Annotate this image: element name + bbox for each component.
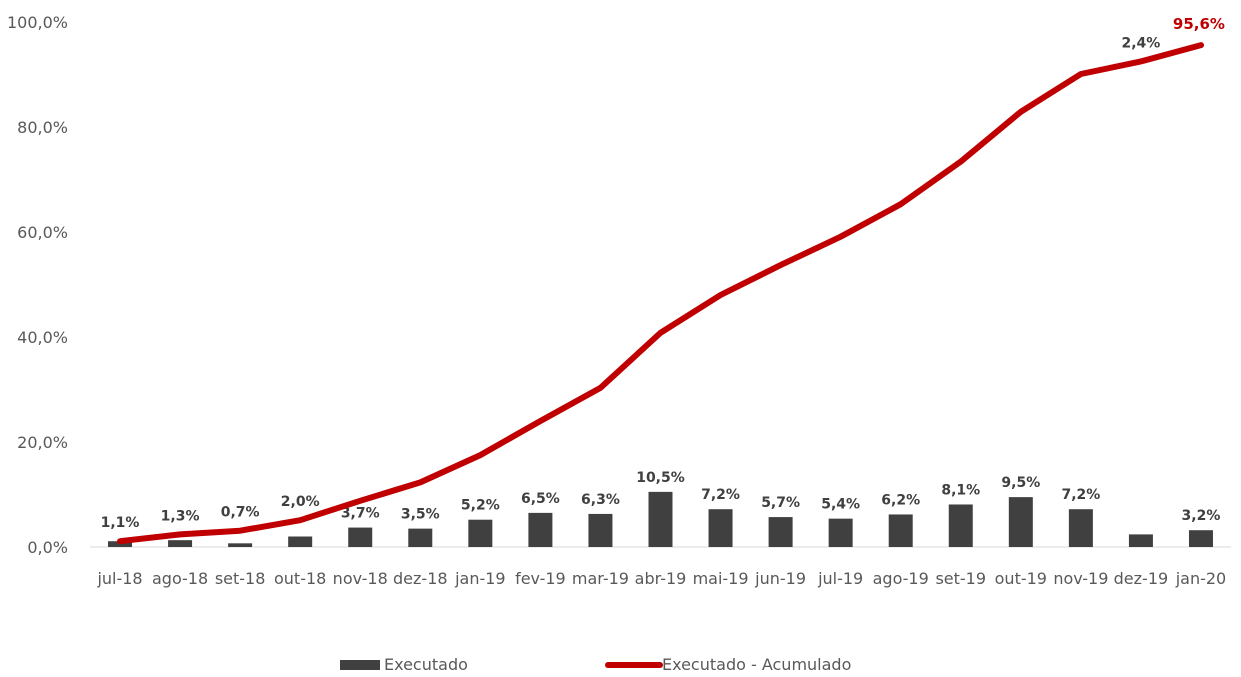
bar-data-labels: 1,1% 1,3% 0,7% 2,0% 3,7% 3,5% 5,2% 6,5% 6,3% 10,5…	[101, 35, 1221, 531]
bar	[408, 528, 433, 547]
x-tick-label: dez-18	[393, 569, 448, 588]
y-tick-label: 100,0%	[7, 13, 68, 32]
x-tick-label: mar-19	[572, 569, 629, 588]
x-tick-label: jan-19	[454, 569, 506, 588]
bar-data-label: 3,7%	[341, 506, 380, 522]
x-tick-label: dez-19	[1114, 569, 1169, 588]
x-tick-label: jan-20	[1175, 569, 1227, 588]
legend-swatch-executado	[340, 660, 380, 670]
bar	[528, 512, 553, 547]
bar	[228, 543, 253, 547]
x-tick-label: mai-19	[693, 569, 749, 588]
bar	[348, 527, 373, 547]
bar	[468, 519, 493, 547]
bar-data-label: 2,0%	[281, 494, 320, 510]
line-series-executado-acumulado	[117, 42, 1204, 545]
x-tick-label: set-19	[935, 569, 986, 588]
bar-data-label: 1,1%	[101, 515, 140, 531]
y-tick-label: 40,0%	[17, 328, 68, 347]
x-tick-label: out-18	[274, 569, 326, 588]
y-axis-ticks: 0,0% 20,0% 40,0% 60,0% 80,0% 100,0%	[7, 13, 68, 557]
legend-label-executado: Executado	[384, 655, 468, 674]
y-tick-label: 20,0%	[17, 433, 68, 452]
bar	[828, 518, 853, 547]
x-tick-label: nov-19	[1053, 569, 1108, 588]
bar	[648, 491, 673, 547]
x-tick-label: jul-19	[817, 569, 863, 588]
bar-data-label: 10,5%	[636, 470, 685, 486]
bar-data-label: 6,2%	[881, 492, 920, 508]
bar-data-label: 9,5%	[1001, 475, 1040, 491]
x-tick-label: out-19	[995, 569, 1047, 588]
bar-data-label: 0,7%	[221, 505, 260, 521]
bar	[1188, 530, 1213, 547]
bar-data-label: 6,5%	[521, 491, 560, 507]
line-end-data-label: 95,6%	[1173, 15, 1225, 33]
x-tick-label: abr-19	[635, 569, 687, 588]
bar	[168, 540, 193, 547]
bar	[1128, 534, 1153, 547]
bar-data-label: 8,1%	[941, 482, 980, 498]
bar-data-label: 5,2%	[461, 498, 500, 514]
y-tick-label: 80,0%	[17, 118, 68, 137]
x-tick-label: fev-19	[515, 569, 566, 588]
bar	[288, 536, 313, 547]
x-tick-label: set-18	[215, 569, 266, 588]
x-tick-label: jul-18	[96, 569, 142, 588]
bar-data-label: 7,2%	[1061, 487, 1100, 503]
bar	[708, 509, 733, 547]
bar-data-label: 5,4%	[821, 497, 860, 513]
x-tick-label: ago-18	[152, 569, 208, 588]
bar	[888, 514, 913, 547]
bar	[588, 513, 613, 547]
bar-data-label: 6,3%	[581, 492, 620, 508]
bar-series-executado	[108, 491, 1213, 547]
x-axis-ticks: jul-18 ago-18 set-18 out-18 nov-18 dez-18 jan-…	[96, 569, 1226, 588]
legend: Executado Executado - Acumulado	[340, 655, 851, 674]
y-tick-label: 60,0%	[17, 223, 68, 242]
bar-data-label: 7,2%	[701, 487, 740, 503]
y-tick-label: 0,0%	[27, 538, 68, 557]
bar	[1068, 509, 1093, 547]
bar-data-label: 3,2%	[1182, 508, 1221, 524]
bar-data-label: 2,4%	[1122, 35, 1161, 51]
bar	[948, 504, 973, 547]
x-tick-label: ago-19	[873, 569, 929, 588]
legend-label-executado-acumulado: Executado - Acumulado	[662, 655, 851, 674]
x-tick-label: jun-19	[754, 569, 806, 588]
bar	[768, 517, 793, 547]
bar	[1008, 497, 1033, 547]
bar-data-label: 5,7%	[761, 495, 800, 511]
bar-data-label: 1,3%	[161, 508, 200, 524]
x-tick-label: nov-18	[333, 569, 388, 588]
bar-data-label: 3,5%	[401, 507, 440, 523]
